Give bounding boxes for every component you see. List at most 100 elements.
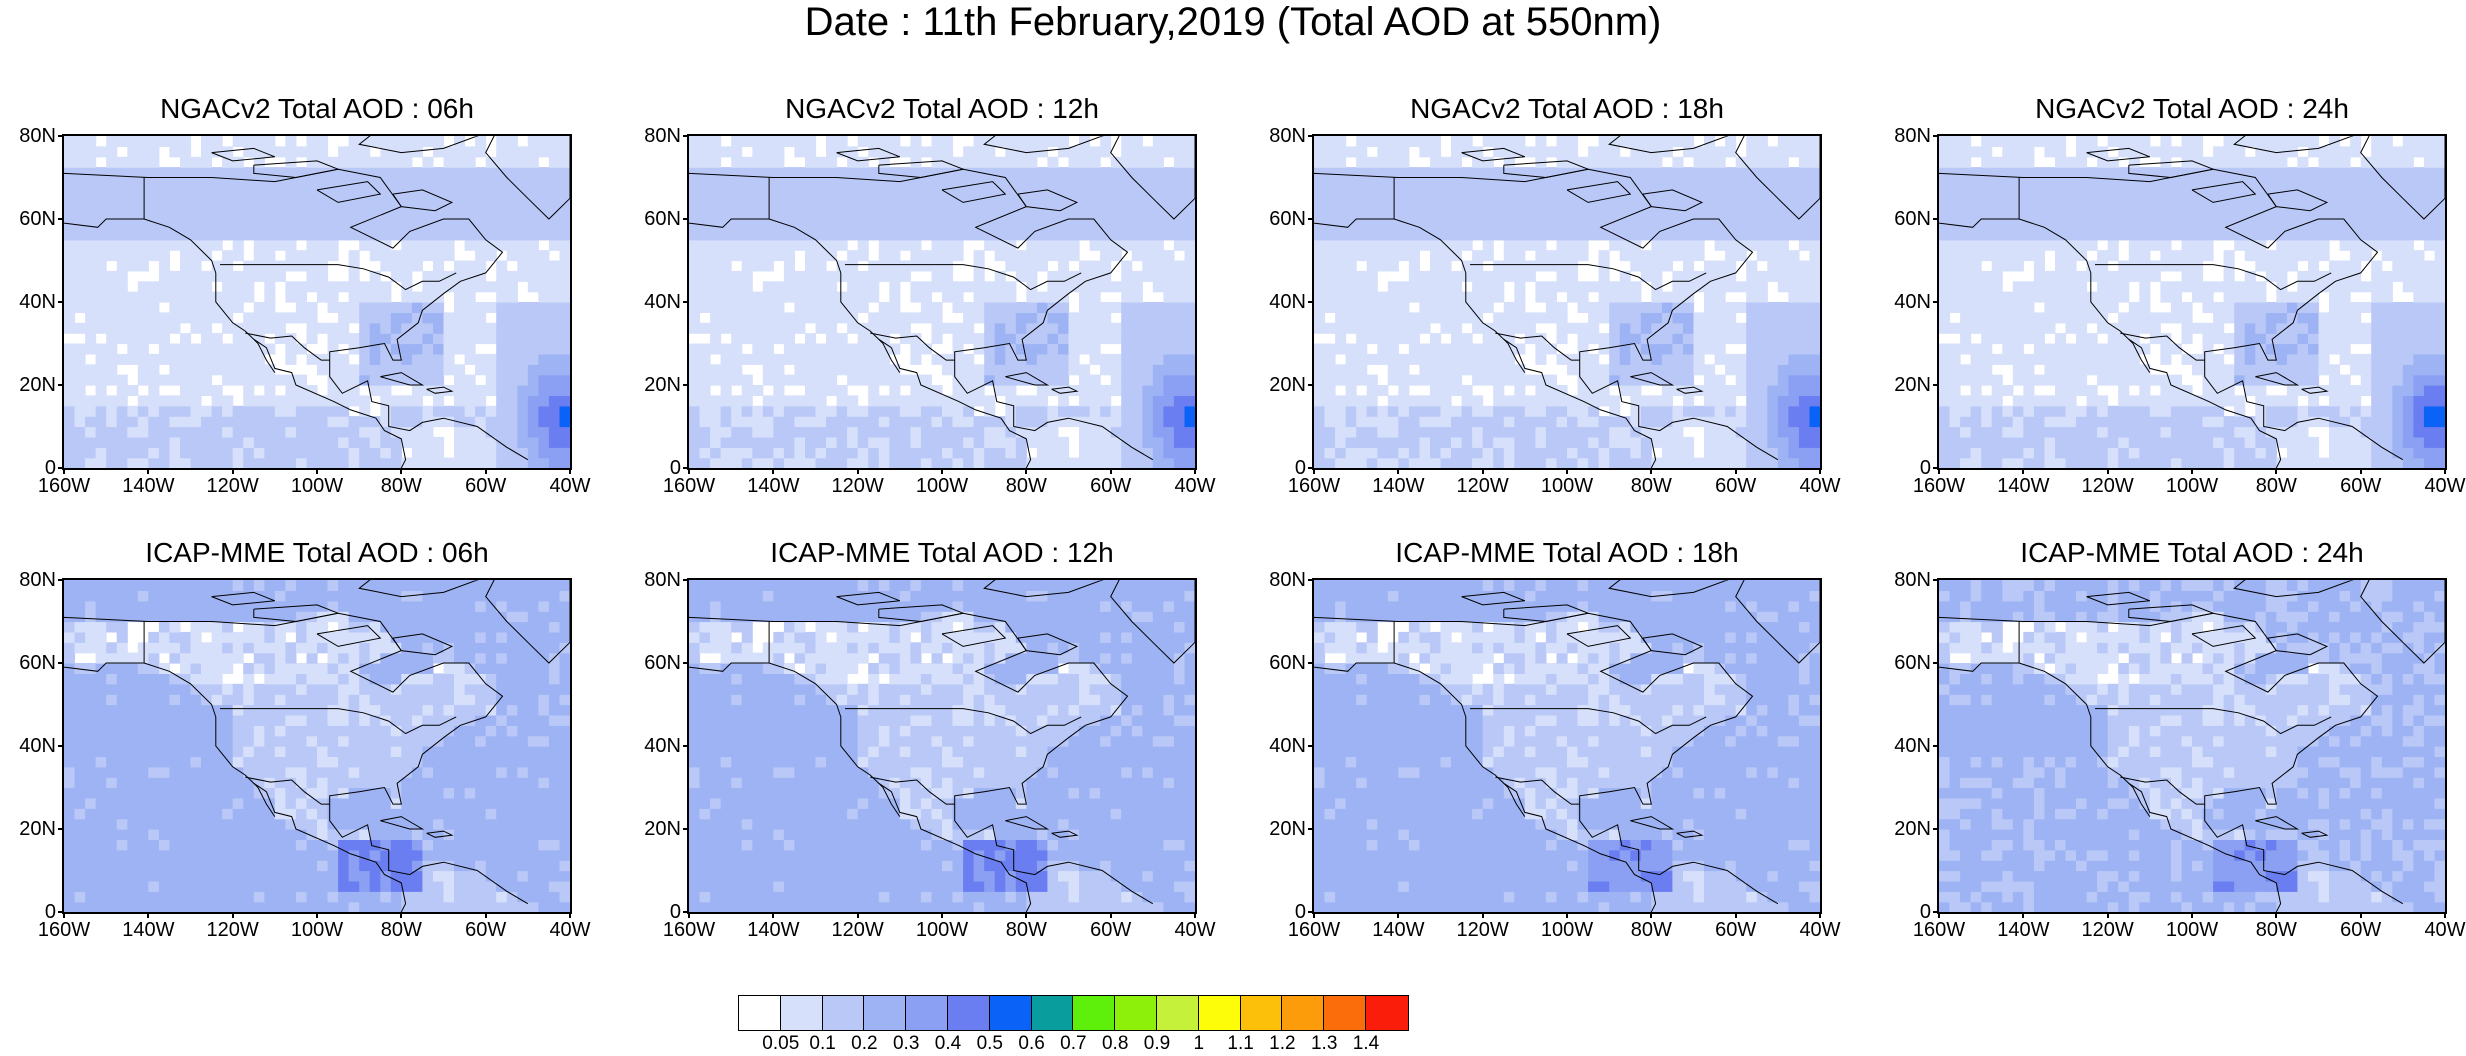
aod-cell: [1651, 239, 1663, 251]
aod-cell: [411, 457, 423, 468]
aod-cell: [401, 333, 413, 345]
aod-cell: [752, 136, 764, 147]
aod-cell: [1173, 426, 1185, 438]
aod-cell: [1461, 426, 1473, 438]
aod-cell: [1482, 177, 1494, 189]
aod-cell: [1184, 416, 1195, 428]
aod-cell: [1068, 177, 1080, 189]
aod-cell: [773, 136, 785, 147]
lat-tick-label: 60N: [1269, 208, 1306, 230]
aod-cell: [348, 281, 360, 293]
aod-cell: [85, 156, 97, 168]
aod-cell: [931, 353, 943, 365]
aod-cell: [2139, 395, 2151, 407]
aod-cell: [973, 187, 985, 199]
aod-cell: [369, 239, 381, 251]
aod-cell: [517, 167, 529, 179]
aod-cell: [411, 167, 423, 179]
aod-cell: [1651, 405, 1663, 417]
aod-cell: [538, 343, 550, 355]
aod-cell: [1026, 187, 1038, 199]
aod-cell: [559, 208, 570, 220]
aod-cell: [2023, 457, 2035, 468]
aod-cell: [878, 457, 890, 468]
aod-cell: [496, 208, 508, 220]
aod-cell: [1788, 291, 1800, 303]
aod-cell: [2170, 416, 2182, 428]
aod-cell: [794, 312, 806, 324]
aod-cell: [127, 229, 139, 241]
aod-cell: [952, 343, 964, 355]
aod-cell: [454, 405, 466, 417]
aod-cell: [1079, 312, 1091, 324]
aod-cell: [517, 405, 529, 417]
aod-cell: [783, 405, 795, 417]
aod-cell: [1366, 270, 1378, 282]
aod-cell: [1672, 302, 1684, 313]
aod-cell: [1640, 260, 1652, 272]
aod-cell: [1788, 136, 1800, 147]
aod-cell: [527, 353, 539, 365]
aod-cell: [1345, 146, 1357, 158]
aod-cell: [1015, 198, 1027, 210]
aod-cell: [1131, 426, 1143, 438]
aod-cell: [847, 291, 859, 303]
aod-cell: [1121, 270, 1133, 282]
aod-cell: [762, 353, 774, 365]
aod-cell: [1089, 395, 1101, 407]
aod-cell: [1809, 426, 1820, 438]
aod-cell: [158, 198, 170, 210]
aod-cell: [211, 405, 223, 417]
aod-cell: [1767, 416, 1779, 428]
aod-cell: [2402, 343, 2414, 355]
aod-cell: [994, 322, 1006, 334]
aod-cell: [306, 426, 318, 438]
aod-cell: [773, 229, 785, 241]
aod-cell: [232, 239, 244, 251]
aod-cell: [1949, 353, 1961, 365]
aod-cell: [1535, 136, 1547, 147]
aod-cell: [190, 374, 202, 386]
aod-cell: [1598, 457, 1610, 468]
aod-cell: [2202, 322, 2214, 334]
aod-cell: [369, 333, 381, 345]
aod-cell: [826, 312, 838, 324]
aod-cell: [2423, 353, 2435, 365]
aod-cell: [984, 343, 996, 355]
aod-cell: [1472, 416, 1484, 428]
aod-cell: [2097, 374, 2109, 386]
aod-cell: [1430, 457, 1442, 468]
lon-tick-label: 60W: [1715, 475, 1757, 497]
aod-cell: [2350, 416, 2362, 428]
aod-cell: [1777, 353, 1789, 365]
aod-cell: [868, 208, 880, 220]
aod-cell: [857, 156, 869, 168]
aod-cell: [1005, 156, 1017, 168]
aod-cell: [710, 156, 722, 168]
aod-cell: [1356, 312, 1368, 324]
aod-cell: [1089, 219, 1101, 230]
aod-cell: [857, 198, 869, 210]
aod-cell: [548, 239, 560, 251]
aod-cell: [1725, 405, 1737, 417]
aod-cell: [994, 239, 1006, 251]
aod-cell: [380, 136, 392, 147]
aod-cell: [1184, 405, 1195, 417]
aod-cell: [1661, 312, 1673, 324]
aod-cell: [85, 436, 97, 448]
aod-cell: [2149, 374, 2161, 386]
aod-cell: [327, 281, 339, 293]
aod-cell: [1788, 167, 1800, 179]
lon-tick-label: 100W: [1540, 475, 1594, 497]
aod-cell: [984, 457, 996, 468]
aod-cell: [1131, 167, 1143, 179]
aod-cell: [1356, 270, 1368, 282]
aod-cell: [2033, 405, 2045, 417]
aod-cell: [2423, 281, 2435, 293]
aod-cell: [1949, 385, 1961, 396]
aod-cell: [285, 436, 297, 448]
aod-cell: [878, 198, 890, 210]
aod-cell: [2413, 457, 2425, 468]
aod-cell: [538, 270, 550, 282]
aod-cell: [741, 322, 753, 334]
